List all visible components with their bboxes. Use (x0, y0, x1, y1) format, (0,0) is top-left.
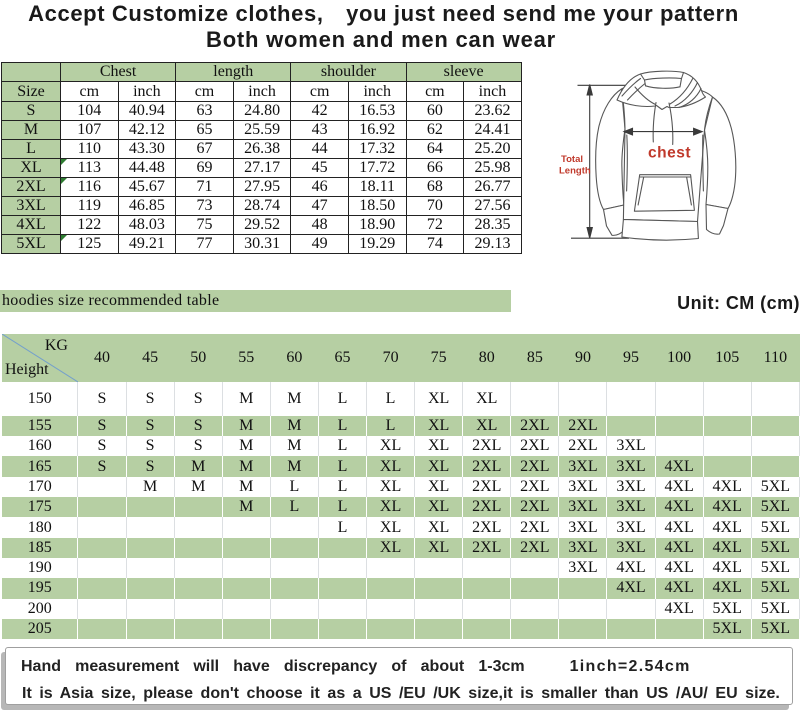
svg-text:Total: Total (561, 154, 583, 165)
svg-text:Length: Length (559, 166, 591, 177)
svg-text:chest: chest (648, 145, 691, 162)
